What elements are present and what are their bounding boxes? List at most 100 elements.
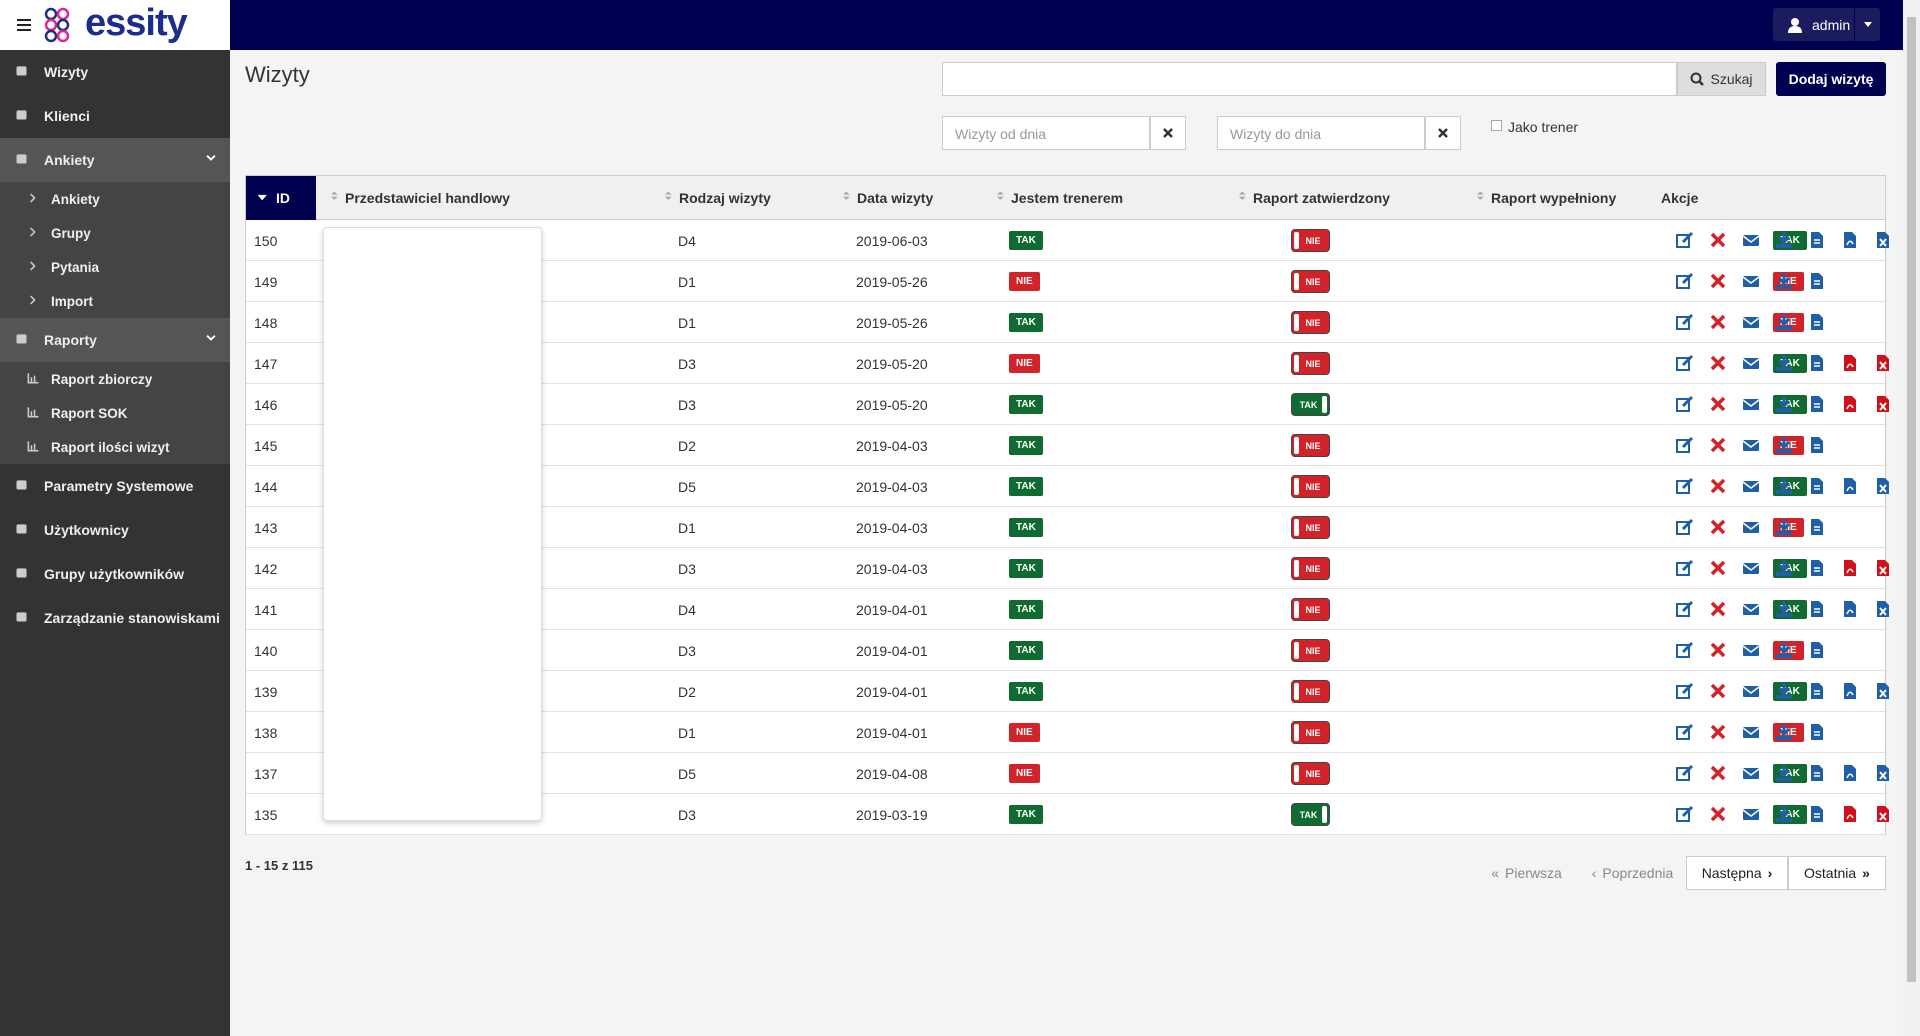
delete-icon[interactable]: [1709, 272, 1727, 290]
delete-icon[interactable]: [1709, 231, 1727, 249]
file-icon[interactable]: [1808, 436, 1826, 454]
delete-icon[interactable]: [1709, 354, 1727, 372]
date-from-input[interactable]: Wizyty od dnia: [942, 116, 1150, 150]
clear-from[interactable]: [1150, 116, 1186, 150]
user-dropdown[interactable]: [1854, 8, 1880, 41]
approved-toggle[interactable]: NIE: [1291, 762, 1330, 785]
mail-icon[interactable]: [1742, 477, 1760, 495]
file-icon[interactable]: [1808, 313, 1826, 331]
download-icon[interactable]: [1775, 682, 1793, 700]
file-icon[interactable]: [1808, 518, 1826, 536]
sort-both[interactable]: [995, 189, 1007, 203]
edit-icon[interactable]: [1676, 682, 1694, 700]
edit-icon[interactable]: [1676, 313, 1694, 331]
download-icon[interactable]: [1775, 231, 1793, 249]
mail-icon[interactable]: [1742, 764, 1760, 782]
nav-icon[interactable]: [14, 565, 29, 580]
xls-icon[interactable]: [1874, 600, 1892, 618]
mail-icon[interactable]: [1742, 436, 1760, 454]
page-next[interactable]: Następna ›: [1686, 856, 1788, 890]
delete-icon[interactable]: [1709, 395, 1727, 413]
scrollbar-thumb[interactable]: [1907, 17, 1916, 982]
mail-icon[interactable]: [1742, 354, 1760, 372]
page-last[interactable]: Ostatnia »: [1788, 856, 1886, 890]
delete-icon[interactable]: [1709, 559, 1727, 577]
download-icon[interactable]: [1775, 395, 1793, 413]
nav-subitem[interactable]: Grupy: [0, 216, 230, 250]
mail-icon[interactable]: [1742, 272, 1760, 290]
sort-both[interactable]: [329, 189, 341, 203]
delete-icon[interactable]: [1709, 436, 1727, 454]
column-header[interactable]: Raport wypełniony: [1477, 176, 1616, 220]
approved-toggle[interactable]: NIE: [1291, 639, 1330, 662]
file-icon[interactable]: [1808, 231, 1826, 249]
pdf-icon[interactable]: [1841, 354, 1859, 372]
file-icon[interactable]: [1808, 477, 1826, 495]
edit-icon[interactable]: [1676, 231, 1694, 249]
nav-subitem[interactable]: Pytania: [0, 250, 230, 284]
mail-icon[interactable]: [1742, 723, 1760, 741]
date-to-input[interactable]: Wizyty do dnia: [1217, 116, 1425, 150]
chevron-right[interactable]: [26, 191, 40, 205]
edit-icon[interactable]: [1676, 477, 1694, 495]
download-icon[interactable]: [1775, 559, 1793, 577]
nav-icon[interactable]: [14, 107, 29, 122]
approved-toggle[interactable]: NIE: [1291, 721, 1330, 744]
edit-icon[interactable]: [1676, 764, 1694, 782]
page-first[interactable]: « Pierwsza: [1474, 856, 1579, 890]
download-icon[interactable]: [1775, 313, 1793, 331]
download-icon[interactable]: [1775, 477, 1793, 495]
sort-desc[interactable]: [256, 191, 270, 205]
pdf-icon[interactable]: [1841, 559, 1859, 577]
search-input[interactable]: [942, 62, 1677, 96]
xls-icon[interactable]: [1874, 764, 1892, 782]
nav-item[interactable]: Zarządzanie stanowiskami: [0, 596, 230, 640]
xls-icon[interactable]: [1874, 354, 1892, 372]
delete-icon[interactable]: [1709, 805, 1727, 823]
delete-icon[interactable]: [1709, 641, 1727, 659]
delete-icon[interactable]: [1709, 477, 1727, 495]
approved-toggle[interactable]: NIE: [1291, 475, 1330, 498]
approved-toggle[interactable]: NIE: [1291, 311, 1330, 334]
mail-icon[interactable]: [1742, 805, 1760, 823]
sort-both[interactable]: [1237, 189, 1249, 203]
pdf-icon[interactable]: [1841, 600, 1859, 618]
mail-icon[interactable]: [1742, 559, 1760, 577]
xls-icon[interactable]: [1874, 559, 1892, 577]
mail-icon[interactable]: [1742, 231, 1760, 249]
chevron-right[interactable]: [26, 259, 40, 273]
approved-toggle[interactable]: NIE: [1291, 598, 1330, 621]
delete-icon[interactable]: [1709, 518, 1727, 536]
download-icon[interactable]: [1775, 354, 1793, 372]
file-icon[interactable]: [1808, 641, 1826, 659]
file-icon[interactable]: [1808, 354, 1826, 372]
mail-icon[interactable]: [1742, 313, 1760, 331]
chevron-right[interactable]: [26, 293, 40, 307]
file-icon[interactable]: [1808, 723, 1826, 741]
xls-icon[interactable]: [1874, 477, 1892, 495]
edit-icon[interactable]: [1676, 805, 1694, 823]
search-button[interactable]: Szukaj: [1677, 62, 1766, 96]
column-header[interactable]: Przedstawiciel handlowy: [331, 176, 510, 220]
xls-icon[interactable]: [1874, 805, 1892, 823]
edit-icon[interactable]: [1676, 272, 1694, 290]
edit-icon[interactable]: [1676, 436, 1694, 454]
approved-toggle[interactable]: NIE: [1291, 516, 1330, 539]
approved-toggle[interactable]: NIE: [1291, 680, 1330, 703]
file-icon[interactable]: [1808, 395, 1826, 413]
approved-toggle[interactable]: NIE: [1291, 270, 1330, 293]
edit-icon[interactable]: [1676, 641, 1694, 659]
nav-icon[interactable]: [14, 609, 29, 624]
nav-subitem[interactable]: Raport zbiorczy: [0, 362, 230, 396]
edit-icon[interactable]: [1676, 723, 1694, 741]
delete-icon[interactable]: [1709, 723, 1727, 741]
mail-icon[interactable]: [1742, 395, 1760, 413]
nav-subitem[interactable]: Import: [0, 284, 230, 318]
chevron[interactable]: [204, 151, 218, 165]
edit-icon[interactable]: [1676, 354, 1694, 372]
delete-icon[interactable]: [1709, 600, 1727, 618]
xls-icon[interactable]: [1874, 231, 1892, 249]
nav-icon[interactable]: [14, 477, 29, 492]
nav-subitem[interactable]: Raport ilości wizyt: [0, 430, 230, 464]
delete-icon[interactable]: [1709, 682, 1727, 700]
